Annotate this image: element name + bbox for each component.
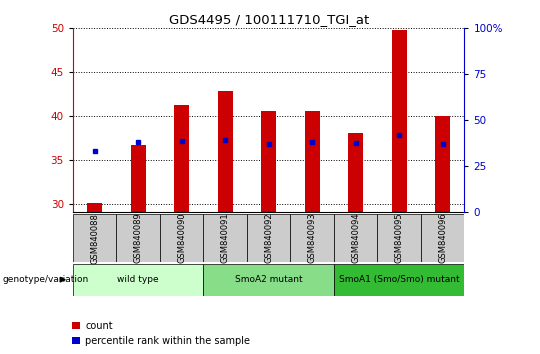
- Bar: [247, 214, 291, 262]
- Bar: [117, 214, 160, 262]
- Bar: [131, 145, 146, 212]
- Bar: [160, 214, 204, 262]
- Bar: [73, 214, 117, 262]
- Legend: count, percentile rank within the sample: count, percentile rank within the sample: [72, 321, 250, 346]
- Bar: [204, 214, 247, 262]
- Bar: [204, 264, 334, 296]
- Text: GSM840088: GSM840088: [90, 213, 99, 263]
- Text: SmoA2 mutant: SmoA2 mutant: [235, 275, 302, 284]
- Bar: [261, 111, 276, 212]
- Bar: [392, 30, 407, 212]
- Text: GSM840096: GSM840096: [438, 213, 447, 263]
- Bar: [73, 264, 204, 296]
- Bar: [348, 133, 363, 212]
- Text: GSM840092: GSM840092: [264, 213, 273, 263]
- Title: GDS4495 / 100111710_TGI_at: GDS4495 / 100111710_TGI_at: [168, 13, 369, 26]
- Text: SmoA1 (Smo/Smo) mutant: SmoA1 (Smo/Smo) mutant: [339, 275, 460, 284]
- Text: genotype/variation: genotype/variation: [3, 275, 89, 284]
- Bar: [305, 111, 320, 212]
- Bar: [334, 264, 464, 296]
- Text: GSM840095: GSM840095: [395, 213, 403, 263]
- Bar: [291, 214, 334, 262]
- Bar: [334, 214, 377, 262]
- Bar: [435, 116, 450, 212]
- Bar: [377, 214, 421, 262]
- Bar: [174, 104, 189, 212]
- Text: wild type: wild type: [117, 275, 159, 284]
- Bar: [87, 203, 102, 212]
- Bar: [421, 214, 464, 262]
- Bar: [218, 91, 233, 212]
- Text: GSM840094: GSM840094: [351, 213, 360, 263]
- Text: GSM840090: GSM840090: [177, 213, 186, 263]
- Text: GSM840091: GSM840091: [221, 213, 230, 263]
- Text: GSM840089: GSM840089: [134, 213, 143, 263]
- Text: GSM840093: GSM840093: [308, 213, 316, 263]
